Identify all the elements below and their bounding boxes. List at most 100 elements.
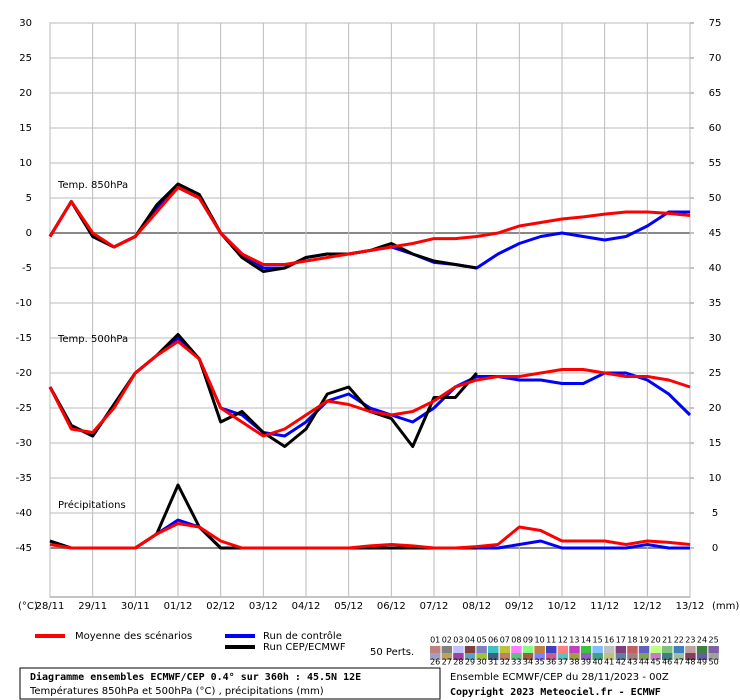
perturbation-label: 28	[453, 658, 463, 667]
perturbation-label: 03	[453, 636, 463, 645]
perturbation-swatch	[488, 646, 499, 653]
perturbation-swatch	[534, 653, 545, 660]
y-tick-label: -25	[16, 403, 32, 414]
perturbation-label: 11	[546, 636, 556, 645]
perturbation-label: 35	[535, 658, 545, 667]
y-tick-label: -5	[22, 263, 32, 274]
footer-title: Diagramme ensembles ECMWF/CEP 0.4° sur 3…	[30, 671, 361, 683]
perturbation-label: 39	[581, 658, 591, 667]
y-tick-label: 0	[26, 228, 32, 239]
x-tick-label: 29/11	[78, 601, 107, 612]
x-tick-label: 06/12	[377, 601, 406, 612]
series-line	[49, 522, 691, 550]
x-tick-label: 03/12	[249, 601, 278, 612]
perturbation-label: 29	[465, 658, 475, 667]
plot-area	[49, 22, 691, 598]
perturbation-swatch	[453, 653, 464, 660]
y-tick-label: -40	[16, 508, 32, 519]
x-tick-label: 11/12	[590, 601, 619, 612]
perturbation-label: 47	[674, 658, 684, 667]
perturbation-label: 27	[442, 658, 452, 667]
series-line	[48, 186, 691, 266]
perturbation-swatch	[557, 646, 569, 653]
perturbation-swatch	[592, 646, 603, 653]
perturbation-label: 44	[639, 658, 649, 667]
perturbation-label: 36	[546, 658, 556, 667]
perturbation-swatch	[557, 653, 569, 660]
perturbation-label: 42	[616, 658, 626, 667]
legend-label: Run CEP/ECMWF	[263, 642, 346, 653]
perturbation-label: 07	[500, 636, 510, 645]
perturbation-label: 24	[697, 636, 707, 645]
perturbation-swatch	[499, 653, 511, 660]
perturbation-label: 41	[604, 658, 614, 667]
perturbation-swatch	[511, 646, 522, 653]
y2-tick-label: 65	[709, 88, 722, 99]
panel-label: Précipitations	[58, 499, 126, 511]
perturbation-label: 43	[627, 658, 637, 667]
perturbation-swatch	[650, 653, 661, 660]
perturbation-label: 05	[477, 636, 487, 645]
perturbation-label: 16	[604, 636, 614, 645]
perturbation-label: 08	[511, 636, 521, 645]
perturbation-label: 01	[430, 636, 440, 645]
y-tick-label: -45	[16, 543, 32, 554]
perturbation-label: 50	[709, 658, 719, 667]
y2-tick-label: 10	[709, 473, 722, 484]
perturbation-label: 48	[685, 658, 695, 667]
perturbation-swatch	[604, 653, 615, 660]
perturbation-label: 23	[685, 636, 695, 645]
perturbation-label: 25	[709, 636, 719, 645]
y-tick-label: 10	[19, 158, 32, 169]
perturbation-swatch	[696, 646, 708, 653]
y-axis-label: (°C)	[18, 601, 38, 612]
perturbation-label: 14	[581, 636, 591, 645]
perturbation-swatch	[441, 646, 453, 653]
perturbation-swatch	[430, 646, 441, 653]
perturbation-swatch	[499, 646, 511, 653]
perturbation-swatch	[638, 653, 650, 660]
y2-axis-label: (mm)	[712, 601, 739, 612]
perturbation-label: 30	[477, 658, 487, 667]
y2-tick-label: 40	[709, 263, 722, 274]
x-tick-label: 04/12	[292, 601, 321, 612]
perturbation-swatch	[708, 653, 719, 660]
perturbation-label: 18	[627, 636, 637, 645]
x-tick-label: 10/12	[548, 601, 577, 612]
perturbation-label: 17	[616, 636, 626, 645]
grid	[49, 22, 694, 597]
perturbation-swatch	[569, 646, 580, 653]
perturbation-label: 32	[500, 658, 510, 667]
perturbation-swatch	[615, 646, 627, 653]
perturbation-swatch	[464, 653, 476, 660]
legend-label: Run de contrôle	[263, 630, 342, 642]
y2-tick-label: 75	[709, 18, 722, 29]
x-tick-label: 07/12	[420, 601, 449, 612]
perturbation-swatch	[522, 646, 534, 653]
perturbation-swatch	[580, 646, 592, 653]
perturbation-label: 04	[465, 636, 475, 645]
perturbation-swatch	[488, 653, 499, 660]
y2-tick-label: 45	[709, 228, 722, 239]
footer-box	[19, 667, 441, 700]
perturbation-label: 10	[535, 636, 545, 645]
perturbation-label: 37	[558, 658, 568, 667]
y2-tick-label: 30	[709, 333, 722, 344]
perturbation-label: 02	[442, 636, 452, 645]
perturbation-swatch	[604, 646, 615, 653]
perturbation-label: 21	[662, 636, 672, 645]
perturbation-swatch	[592, 653, 603, 660]
perturbation-swatch	[673, 646, 685, 653]
perturbation-swatch	[662, 653, 673, 660]
y-tick-label: 5	[26, 193, 32, 204]
perturbation-swatch	[511, 653, 522, 660]
y2-tick-label: 5	[712, 508, 718, 519]
footer-subtitle: Températures 850hPa et 500hPa (°C) , pré…	[29, 685, 324, 697]
x-tick-label: 30/11	[121, 601, 150, 612]
perturbation-label: 22	[674, 636, 684, 645]
perturbation-swatch	[615, 653, 627, 660]
y2-tick-label: 25	[709, 368, 722, 379]
perturbation-swatch	[464, 646, 476, 653]
perturbation-swatch	[685, 653, 696, 660]
